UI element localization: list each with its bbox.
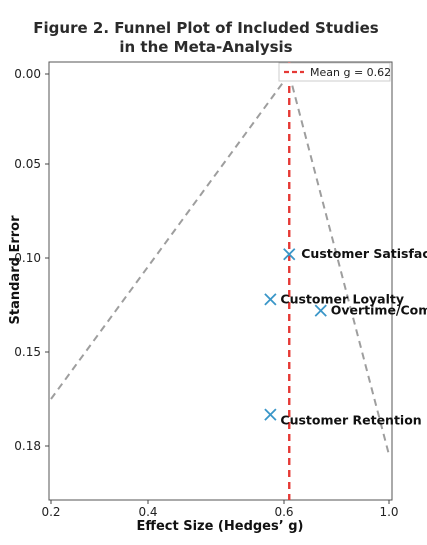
x-tick-label: 0.4 <box>138 505 157 519</box>
point-label: Customer Loyalty <box>280 291 404 306</box>
funnel-left-line <box>50 73 291 400</box>
plot-area: 0.2 0.4 0.6 1.0 0.00 0.05 0.10 0.15 0.18 Custom… <box>14 61 427 519</box>
data-point: Customer Satisfaction <box>283 246 427 261</box>
legend-label: Mean g = 0.62 <box>310 66 391 79</box>
x-axis-label: Effect Size (Hedges’ g) <box>137 519 304 534</box>
chart-title-line-2: in the Meta-Analysis <box>119 38 292 56</box>
legend-box <box>278 62 391 82</box>
y-tick-label: 0.10 <box>14 251 41 265</box>
y-tick-label: 0.00 <box>14 67 41 81</box>
y-tick-label: 0.05 <box>14 157 41 171</box>
x-tick-label: 0.6 <box>274 505 293 519</box>
y-tick-label: 0.18 <box>14 439 41 453</box>
plot-frame <box>48 61 393 501</box>
legend: Mean g = 0.62 <box>278 62 391 82</box>
data-points: Customer Satisfaction Customer LoyaltyOve… <box>264 246 427 428</box>
x-tick-label: 0.2 <box>41 505 60 519</box>
data-point: Customer Retention <box>264 408 422 428</box>
chart-title-line-1: Figure 2. Funnel Plot of Included Studie… <box>33 19 378 37</box>
y-tick-label: 0.15 <box>14 345 41 359</box>
x-axis-ticks: 0.2 0.4 0.6 1.0 <box>41 500 399 519</box>
point-label: Customer Retention <box>280 413 421 428</box>
point-label: Overtime/Compsen Pay <box>331 303 427 318</box>
y-axis-ticks: 0.00 0.05 0.10 0.15 0.18 <box>14 67 49 453</box>
funnel-right-line <box>288 73 390 456</box>
funnel-lines <box>50 73 390 456</box>
y-axis-label: Standard Error <box>8 215 23 325</box>
point-marker-stroke <box>264 293 277 306</box>
data-point: Customer Loyalty <box>264 291 404 306</box>
x-tick-label: 1.0 <box>379 505 398 519</box>
point-marker-stroke <box>314 304 327 317</box>
point-label: Customer Satisfaction <box>301 246 427 261</box>
point-marker-stroke <box>283 248 296 261</box>
point-marker-stroke <box>264 408 277 421</box>
data-point: Overtime/Compsen Pay <box>314 303 427 318</box>
